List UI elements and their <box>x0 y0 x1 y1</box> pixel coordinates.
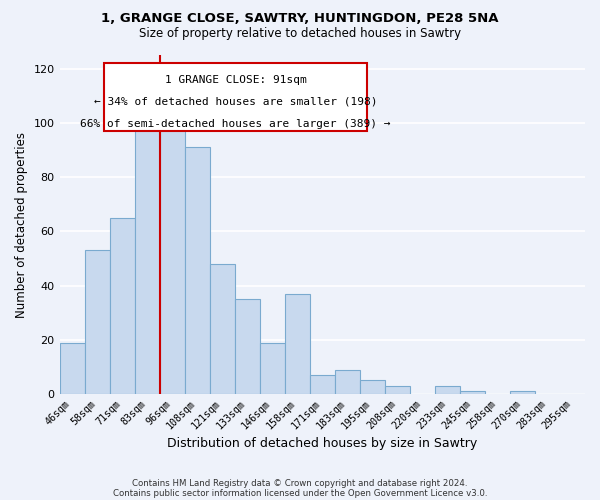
FancyBboxPatch shape <box>104 64 367 132</box>
Text: ← 34% of detached houses are smaller (198): ← 34% of detached houses are smaller (19… <box>94 96 377 106</box>
Bar <box>285 294 310 394</box>
Bar <box>185 147 209 394</box>
Y-axis label: Number of detached properties: Number of detached properties <box>15 132 28 318</box>
Text: Size of property relative to detached houses in Sawtry: Size of property relative to detached ho… <box>139 28 461 40</box>
Bar <box>59 342 85 394</box>
Bar <box>360 380 385 394</box>
Text: Contains HM Land Registry data © Crown copyright and database right 2024.: Contains HM Land Registry data © Crown c… <box>132 478 468 488</box>
Bar <box>460 392 485 394</box>
Text: 1 GRANGE CLOSE: 91sqm: 1 GRANGE CLOSE: 91sqm <box>164 74 307 85</box>
Text: 66% of semi-detached houses are larger (389) →: 66% of semi-detached houses are larger (… <box>80 118 391 128</box>
X-axis label: Distribution of detached houses by size in Sawtry: Distribution of detached houses by size … <box>167 437 478 450</box>
Bar <box>209 264 235 394</box>
Bar <box>335 370 360 394</box>
Bar <box>235 299 260 394</box>
Bar <box>110 218 134 394</box>
Bar <box>85 250 110 394</box>
Text: Contains public sector information licensed under the Open Government Licence v3: Contains public sector information licen… <box>113 488 487 498</box>
Bar <box>385 386 410 394</box>
Bar <box>510 392 535 394</box>
Bar <box>134 120 160 394</box>
Bar <box>310 375 335 394</box>
Bar <box>160 128 185 394</box>
Bar <box>260 342 285 394</box>
Bar <box>435 386 460 394</box>
Text: 1, GRANGE CLOSE, SAWTRY, HUNTINGDON, PE28 5NA: 1, GRANGE CLOSE, SAWTRY, HUNTINGDON, PE2… <box>101 12 499 26</box>
